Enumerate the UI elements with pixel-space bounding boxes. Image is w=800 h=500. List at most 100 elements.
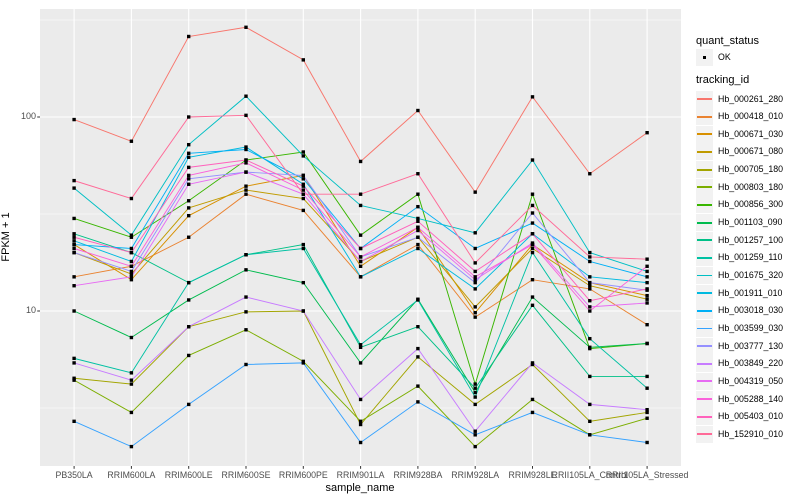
data-point-Hb_001103_090	[129, 335, 134, 340]
data-point-Hb_001259_110	[187, 280, 191, 285]
data-point-Hb_000803_180	[187, 353, 191, 358]
legend-line-swatch	[697, 115, 712, 118]
data-point-Hb_001257_100	[588, 374, 592, 379]
x-tick-label: RRIM928LA	[451, 470, 500, 480]
legend-key-Hb_003849_220	[696, 355, 713, 373]
data-point-Hb_000671_080	[645, 297, 649, 301]
data-point-Hb_000418_010	[588, 287, 592, 291]
data-point-Hb_000803_180	[129, 410, 134, 415]
data-point-Hb_003018_030	[129, 246, 134, 251]
data-point-Hb_001675_320	[473, 231, 477, 235]
data-point-Hb_003599_030	[588, 433, 592, 437]
data-point-Hb_003777_130	[473, 280, 477, 285]
x-tick-label: RRIM928LE	[508, 470, 557, 480]
x-tick-label: RRIM901LA	[336, 470, 385, 480]
data-point-Hb_000856_300	[530, 192, 535, 196]
ok-point-icon	[702, 55, 707, 60]
legend-line-swatch	[697, 327, 712, 330]
data-point-Hb_000671_030	[129, 277, 134, 282]
data-point-Hb_000261_280	[358, 159, 363, 164]
data-point-Hb_000803_180	[416, 384, 420, 388]
data-point-Hb_005403_010	[72, 235, 76, 239]
legend-label-Hb_003599_030: Hb_003599_030	[718, 322, 784, 333]
legend: quant_status OK tracking_id Hb_000261_28…	[688, 0, 800, 500]
data-point-Hb_003018_030	[473, 246, 477, 251]
data-point-Hb_152910_010	[588, 255, 592, 259]
data-point-Hb_000803_180	[244, 328, 248, 332]
data-point-Hb_001259_110	[129, 371, 134, 375]
legend-key-Hb_152910_010	[696, 425, 713, 443]
x-axis-title: sample_name	[325, 482, 395, 494]
data-point-Hb_005288_140	[129, 264, 134, 268]
data-point-Hb_152910_010	[358, 192, 363, 196]
legend-line-swatch	[697, 292, 712, 295]
legend-line-swatch	[697, 309, 712, 312]
data-point-Hb_152910_010	[645, 257, 649, 261]
data-point-Hb_001675_320	[301, 154, 305, 158]
data-point-Hb_003018_030	[416, 204, 420, 209]
data-point-Hb_003777_130	[187, 177, 191, 181]
data-point-Hb_003599_030	[645, 440, 649, 445]
legend-label-Hb_001257_100: Hb_001257_100	[718, 234, 784, 245]
data-point-Hb_005288_140	[588, 309, 592, 313]
data-point-Hb_003849_220	[244, 295, 248, 299]
legend-label-Hb_003849_220: Hb_003849_220	[718, 358, 784, 369]
data-point-Hb_152910_010	[416, 172, 420, 176]
data-point-Hb_003018_030	[72, 242, 76, 247]
legend-label-Hb_000705_180: Hb_000705_180	[718, 164, 784, 175]
data-point-Hb_001259_110	[645, 386, 649, 390]
data-point-Hb_003849_220	[645, 407, 649, 412]
data-point-Hb_000261_280	[187, 34, 191, 39]
legend-key-ok	[696, 49, 713, 66]
data-point-Hb_000803_180	[473, 444, 477, 449]
data-point-Hb_152910_010	[301, 192, 305, 196]
data-point-Hb_003018_030	[187, 151, 191, 155]
x-tick-label: RRIM600LE	[164, 470, 213, 480]
data-point-Hb_003018_030	[244, 147, 248, 152]
data-point-Hb_003018_030	[301, 177, 305, 181]
data-point-Hb_000671_080	[588, 284, 592, 288]
y-tick-label-100: 100	[20, 111, 36, 121]
data-point-Hb_001259_110	[358, 343, 363, 347]
legend-key-Hb_000856_300	[696, 196, 713, 214]
legend-key-Hb_005288_140	[696, 390, 713, 408]
data-point-Hb_003599_030	[416, 400, 420, 404]
data-point-Hb_000705_180	[416, 355, 420, 359]
data-point-Hb_001911_010	[301, 182, 305, 186]
data-point-Hb_000671_080	[530, 246, 535, 251]
data-point-Hb_003777_130	[72, 250, 76, 255]
data-point-Hb_000671_080	[244, 188, 248, 192]
data-point-Hb_001911_010	[187, 155, 191, 159]
legend-key-Hb_000705_180	[696, 161, 713, 179]
x-tick-label: RRII105LA_Control	[551, 470, 628, 480]
data-point-Hb_003849_220	[129, 378, 134, 382]
legend-line-swatch	[697, 398, 712, 401]
data-point-Hb_004319_050	[473, 277, 477, 282]
legend-title-tracking-id: tracking_id	[696, 74, 750, 86]
legend-label-Hb_000671_080: Hb_000671_080	[718, 146, 784, 157]
data-point-Hb_004319_050	[358, 259, 363, 264]
data-point-Hb_001675_320	[244, 94, 248, 98]
legend-key-Hb_001103_090	[696, 214, 713, 232]
data-point-Hb_000803_180	[530, 397, 535, 402]
data-point-Hb_003018_030	[588, 259, 592, 264]
data-point-Hb_005403_010	[301, 184, 305, 188]
data-point-Hb_005403_010	[244, 158, 248, 162]
data-point-Hb_001259_110	[301, 246, 305, 251]
data-point-Hb_003599_030	[187, 402, 191, 407]
data-point-Hb_000856_300	[187, 199, 191, 203]
data-point-Hb_005403_010	[187, 165, 191, 170]
data-point-Hb_005288_140	[416, 225, 420, 230]
data-point-Hb_001675_320	[187, 142, 191, 147]
data-point-Hb_001259_110	[473, 395, 477, 399]
legend-key-Hb_001911_010	[696, 284, 713, 302]
data-point-Hb_005288_140	[358, 255, 363, 259]
legend-line-swatch	[697, 415, 712, 418]
data-point-Hb_000705_180	[645, 410, 649, 415]
y-tick-label-10: 10	[25, 305, 36, 315]
legend-label-Hb_000671_030: Hb_000671_030	[718, 128, 784, 139]
data-point-Hb_000418_010	[301, 208, 305, 213]
legend-key-Hb_001675_320	[696, 267, 713, 284]
x-tick-label: PB350LA	[55, 470, 93, 480]
data-point-Hb_001257_100	[473, 386, 477, 390]
